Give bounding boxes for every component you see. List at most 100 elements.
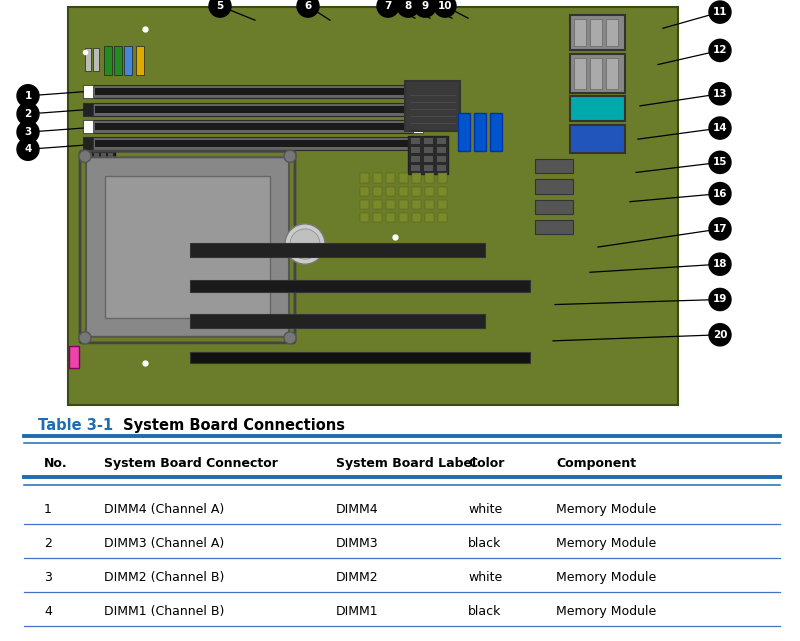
Bar	[95, 88, 411, 95]
Text: 15: 15	[713, 157, 727, 167]
Bar	[570, 15, 625, 51]
Text: System Board Label: System Board Label	[336, 457, 476, 470]
Text: Table 3-1: Table 3-1	[38, 417, 114, 433]
Bar	[424, 156, 433, 162]
Circle shape	[414, 0, 436, 17]
Circle shape	[17, 121, 39, 143]
Text: DIMM4 (Channel A): DIMM4 (Channel A)	[104, 503, 224, 516]
Bar	[373, 213, 382, 222]
Text: 10: 10	[438, 1, 452, 11]
Text: DIMM3: DIMM3	[336, 537, 378, 550]
Bar	[190, 280, 530, 292]
Bar	[413, 137, 423, 150]
Bar	[124, 46, 132, 74]
Bar	[438, 199, 447, 209]
Bar	[425, 187, 434, 196]
Bar	[474, 113, 486, 151]
Bar	[490, 113, 502, 151]
Bar	[83, 120, 93, 133]
Bar	[412, 213, 421, 222]
Text: DIMM3 (Channel A): DIMM3 (Channel A)	[104, 537, 224, 550]
Circle shape	[709, 117, 731, 139]
Text: Memory Module: Memory Module	[556, 503, 656, 516]
Circle shape	[709, 253, 731, 275]
Bar	[399, 199, 408, 209]
Bar	[535, 179, 573, 194]
Bar	[412, 174, 421, 183]
Text: DIMM2: DIMM2	[336, 570, 378, 584]
Bar	[69, 346, 79, 368]
Circle shape	[17, 138, 39, 160]
Circle shape	[709, 39, 731, 62]
Text: white: white	[468, 570, 502, 584]
Text: 13: 13	[713, 89, 727, 99]
Bar	[83, 103, 423, 116]
Text: DIMM1: DIMM1	[336, 604, 378, 618]
Text: 14: 14	[713, 123, 727, 133]
Bar	[360, 174, 369, 183]
Bar	[104, 46, 112, 74]
Bar	[606, 58, 618, 88]
Bar	[590, 58, 602, 88]
Bar	[413, 103, 423, 116]
Bar	[386, 174, 395, 183]
Text: 12: 12	[713, 46, 727, 55]
Bar	[606, 19, 618, 46]
Text: 2: 2	[24, 109, 32, 119]
Circle shape	[709, 218, 731, 240]
Bar	[411, 165, 420, 171]
Bar	[87, 153, 92, 157]
Text: DIMM4: DIMM4	[336, 503, 378, 516]
Circle shape	[397, 0, 419, 17]
Text: 19: 19	[713, 294, 727, 304]
Bar	[101, 153, 106, 157]
Bar	[425, 213, 434, 222]
Bar	[399, 174, 408, 183]
Circle shape	[297, 0, 319, 17]
Text: 20: 20	[713, 329, 727, 340]
Bar	[411, 156, 420, 162]
Text: 11: 11	[713, 7, 727, 17]
Text: 6: 6	[304, 1, 312, 11]
Bar	[574, 58, 586, 88]
Bar	[424, 138, 433, 144]
Circle shape	[709, 83, 731, 105]
Circle shape	[285, 224, 325, 264]
Bar	[590, 19, 602, 46]
Text: 3: 3	[24, 127, 32, 137]
Bar	[360, 187, 369, 196]
Bar	[535, 220, 573, 234]
Circle shape	[17, 103, 39, 125]
Bar	[87, 158, 92, 162]
Bar	[438, 174, 447, 183]
Bar	[411, 138, 420, 144]
Text: 18: 18	[713, 259, 727, 269]
Bar	[94, 158, 99, 162]
Bar	[438, 213, 447, 222]
Bar	[386, 187, 395, 196]
Bar	[399, 187, 408, 196]
Bar	[424, 147, 433, 153]
Bar	[93, 49, 99, 71]
Text: Component: Component	[556, 457, 636, 470]
Bar	[399, 213, 408, 222]
Bar	[570, 96, 625, 121]
Bar	[114, 46, 122, 74]
Bar	[373, 174, 382, 183]
Bar	[437, 147, 446, 153]
Bar	[437, 156, 446, 162]
Bar	[535, 160, 573, 174]
Bar	[83, 137, 423, 150]
Bar	[95, 106, 411, 113]
Text: 1: 1	[24, 91, 32, 101]
Bar	[425, 199, 434, 209]
Text: DIMM2 (Channel B): DIMM2 (Channel B)	[104, 570, 224, 584]
Bar	[574, 19, 586, 46]
Bar	[101, 158, 106, 162]
Bar	[458, 113, 470, 151]
Text: 16: 16	[713, 188, 727, 199]
Circle shape	[79, 150, 91, 162]
Circle shape	[209, 0, 231, 17]
Bar	[136, 46, 144, 74]
Text: black: black	[468, 537, 502, 550]
